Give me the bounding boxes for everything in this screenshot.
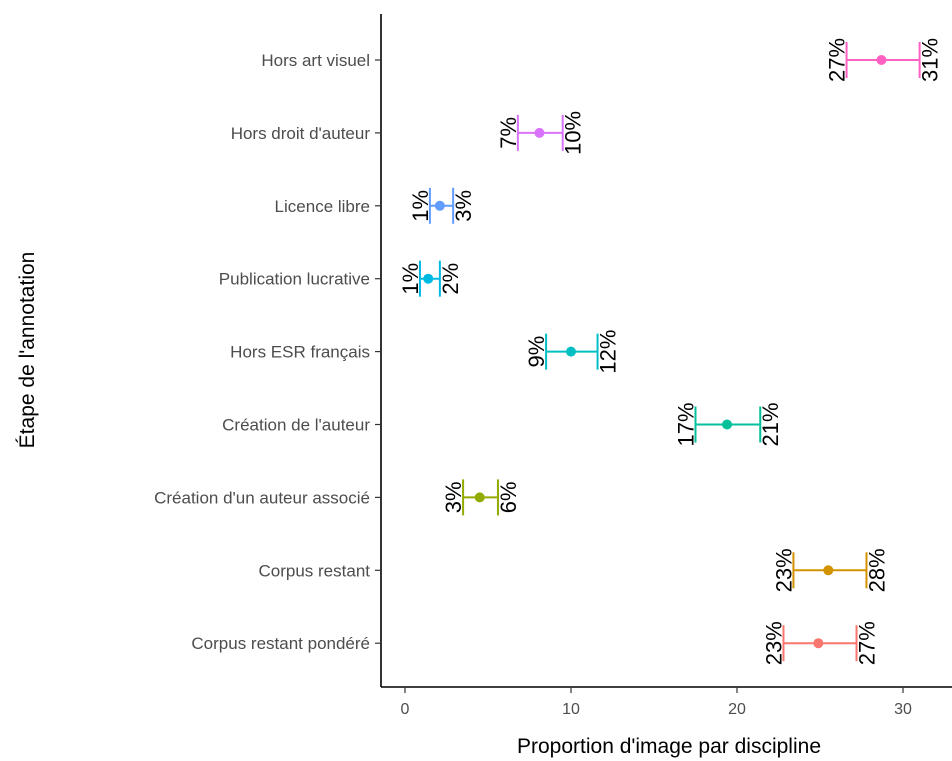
ci-low-label: 3% bbox=[441, 482, 466, 514]
estimate-point bbox=[423, 273, 434, 284]
x-tick-label: 30 bbox=[894, 701, 912, 718]
y-axis-title: Étape de l'annotation bbox=[16, 252, 39, 449]
y-tick-label: Licence libre bbox=[275, 197, 370, 216]
error-bar-row: 23% 27% bbox=[761, 621, 879, 665]
estimate-point bbox=[722, 419, 733, 430]
error-bar-row: 3% 6% bbox=[441, 479, 521, 516]
y-tick-label: Hors droit d'auteur bbox=[231, 124, 371, 143]
estimate-point bbox=[813, 638, 824, 649]
error-bar-row: 1% 3% bbox=[408, 187, 476, 224]
error-bar-row: 9% 12% bbox=[524, 330, 620, 374]
plot-area: 27% 31% 7% 10% 1% 3% 1% 2% 9% 12% 17% 21% 3% 6% 23% 28%… bbox=[398, 38, 943, 665]
error-bar-row: 23% 28% bbox=[771, 548, 889, 592]
x-tick-label: 0 bbox=[401, 701, 410, 718]
ci-high-label: 6% bbox=[496, 482, 521, 514]
estimate-point bbox=[566, 346, 576, 357]
ci-high-label: 27% bbox=[855, 621, 880, 665]
error-bar-row: 1% 2% bbox=[398, 260, 463, 297]
ci-high-label: 12% bbox=[596, 330, 621, 374]
ci-low-label: 23% bbox=[771, 548, 796, 592]
ci-low-label: 17% bbox=[674, 402, 699, 446]
estimate-point bbox=[474, 492, 485, 503]
y-tick-label: Hors ESR français bbox=[230, 343, 370, 362]
ci-high-label: 28% bbox=[864, 548, 889, 592]
error-bar-row: 7% 10% bbox=[496, 111, 586, 155]
ci-low-label: 7% bbox=[496, 117, 521, 149]
ci-low-label: 1% bbox=[398, 263, 423, 295]
ci-low-label: 9% bbox=[524, 336, 549, 368]
y-tick-label: Corpus restant bbox=[259, 561, 371, 580]
y-tick-label: Publication lucrative bbox=[219, 270, 370, 289]
estimate-point bbox=[876, 55, 887, 65]
ci-low-label: 1% bbox=[408, 190, 433, 222]
error-bar-row: 17% 21% bbox=[674, 402, 784, 446]
ci-high-label: 31% bbox=[918, 38, 943, 82]
y-tick-label: Création d'un auteur associé bbox=[154, 488, 370, 507]
y-axis: Hors art visuel Hors droit d'auteur Licenc… bbox=[154, 51, 381, 653]
y-tick-label: Hors art visuel bbox=[261, 51, 370, 70]
ci-high-label: 21% bbox=[758, 402, 783, 446]
estimate-point bbox=[434, 200, 445, 211]
ci-low-label: 27% bbox=[825, 38, 850, 82]
error-bar-row: 27% 31% bbox=[825, 38, 943, 82]
x-axis-title: Proportion d'image par discipline bbox=[517, 735, 821, 758]
estimate-point bbox=[823, 565, 834, 576]
x-tick-label: 10 bbox=[562, 701, 580, 718]
x-tick-label: 20 bbox=[728, 701, 746, 718]
y-tick-label: Création de l'auteur bbox=[222, 416, 370, 435]
x-axis: 0 10 20 30 bbox=[401, 687, 912, 718]
ci-high-label: 10% bbox=[561, 111, 586, 155]
ci-high-label: 2% bbox=[438, 263, 463, 295]
ci-high-label: 3% bbox=[451, 190, 476, 222]
ci-low-label: 23% bbox=[761, 621, 786, 665]
estimate-point bbox=[534, 127, 545, 138]
y-tick-label: Corpus restant pondéré bbox=[191, 634, 370, 653]
